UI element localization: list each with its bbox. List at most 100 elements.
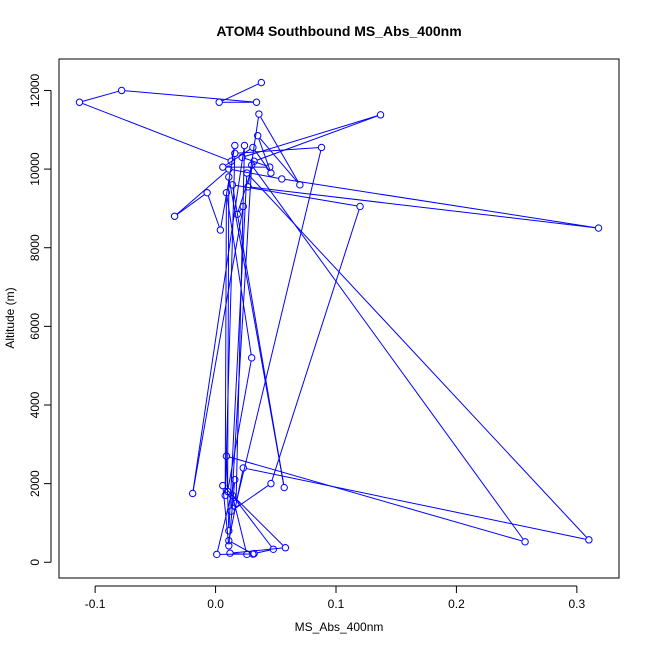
- y-tick-label: 10000: [28, 152, 42, 186]
- x-axis-label: MS_Abs_400nm: [295, 620, 384, 634]
- series-segment: [253, 167, 524, 540]
- series-segment: [224, 156, 236, 493]
- series-segment: [217, 482, 235, 552]
- data-point: [215, 98, 223, 106]
- data-point: [231, 149, 239, 158]
- data-point: [239, 464, 247, 472]
- data-point: [225, 165, 233, 173]
- y-tick-label: 6000: [28, 313, 42, 340]
- data-point: [240, 141, 249, 150]
- data-point: [244, 183, 252, 191]
- plot-area: [58, 58, 620, 579]
- y-axis-label: Altitude (m): [3, 287, 17, 348]
- data-point: [203, 188, 211, 197]
- data-point: [228, 491, 237, 500]
- data-point: [238, 153, 246, 161]
- series-segment: [271, 209, 360, 481]
- data-point: [239, 202, 247, 211]
- data-point: [228, 181, 237, 189]
- series-segment: [224, 195, 227, 493]
- x-tick-label: 0.3: [569, 597, 586, 611]
- series-segment: [231, 169, 279, 179]
- data-point: [317, 143, 326, 152]
- data-point: [223, 487, 232, 496]
- data-point: [249, 143, 257, 152]
- data-point: [216, 226, 225, 234]
- data-point: [243, 169, 251, 177]
- data-point: [227, 157, 235, 165]
- series-segment: [220, 148, 235, 227]
- x-axis: -0.1 0.0 0.1 0.2 0.3: [85, 585, 586, 611]
- series-segment: [226, 195, 252, 355]
- series-segment: [124, 90, 254, 103]
- data-point: [278, 175, 286, 183]
- y-tick-label: 2000: [28, 470, 42, 497]
- data-point: [225, 542, 233, 550]
- data-point: [254, 131, 262, 140]
- y-tick-label: 8000: [28, 234, 42, 261]
- data-point: [222, 188, 231, 197]
- series-segment: [244, 157, 267, 167]
- series-segment: [228, 180, 285, 485]
- data-point: [250, 157, 258, 165]
- series-segment: [238, 208, 242, 213]
- series-segment: [227, 180, 230, 489]
- y-tick-label: 12000: [28, 73, 42, 107]
- series-segment: [257, 549, 271, 554]
- x-tick-label: 0.0: [207, 597, 224, 611]
- data-point: [356, 202, 364, 211]
- series-segment: [237, 147, 319, 154]
- data-point: [225, 527, 233, 535]
- series-segment: [248, 175, 588, 538]
- series-segment: [221, 83, 259, 102]
- data-point: [170, 212, 179, 220]
- x-tick-label: 0.2: [448, 597, 465, 611]
- data-point: [247, 354, 256, 362]
- data-point: [594, 224, 603, 232]
- series-segment: [233, 547, 283, 554]
- data-point: [225, 173, 233, 181]
- series-segment: [176, 170, 227, 215]
- series-segment: [192, 148, 245, 491]
- data-point: [117, 86, 126, 95]
- x-tick-label: 0.1: [328, 597, 345, 611]
- y-axis: 0 2000 4000 6000 8000 10000 12000: [28, 73, 52, 566]
- data-point: [296, 181, 304, 189]
- series-segment: [260, 116, 299, 183]
- series-segment: [82, 90, 119, 102]
- data-point: [219, 481, 227, 490]
- data-point: [267, 479, 275, 488]
- data-point: [75, 98, 84, 106]
- series-segment: [192, 209, 244, 491]
- series-segment: [207, 195, 220, 228]
- data-point: [255, 110, 263, 118]
- data-point: [267, 169, 275, 177]
- series-segment: [284, 178, 596, 229]
- data-point: [225, 536, 233, 545]
- data-point: [376, 111, 385, 119]
- series-segment: [82, 102, 229, 161]
- series-segment: [259, 137, 299, 183]
- series-segment: [227, 360, 252, 489]
- data-point: [585, 536, 593, 544]
- series-segment: [236, 150, 322, 501]
- data-point: [231, 141, 239, 150]
- series-segment: [244, 115, 378, 157]
- data-point: [257, 78, 266, 87]
- series-segment: [225, 148, 251, 166]
- series-segment: [176, 194, 205, 215]
- data-point: [227, 507, 235, 515]
- data-point: [232, 499, 240, 507]
- series-layer: [75, 78, 603, 559]
- series-segment: [229, 456, 523, 542]
- series-segment: [233, 485, 269, 510]
- chart-title: ATOM4 Southbound MS_Abs_400nm: [216, 23, 461, 39]
- series-segment: [235, 184, 358, 207]
- series-segment: [233, 497, 272, 548]
- series-segment: [251, 186, 596, 229]
- data-point: [221, 491, 229, 500]
- data-point: [219, 163, 227, 171]
- data-point: [521, 538, 529, 546]
- data-point: [269, 545, 278, 553]
